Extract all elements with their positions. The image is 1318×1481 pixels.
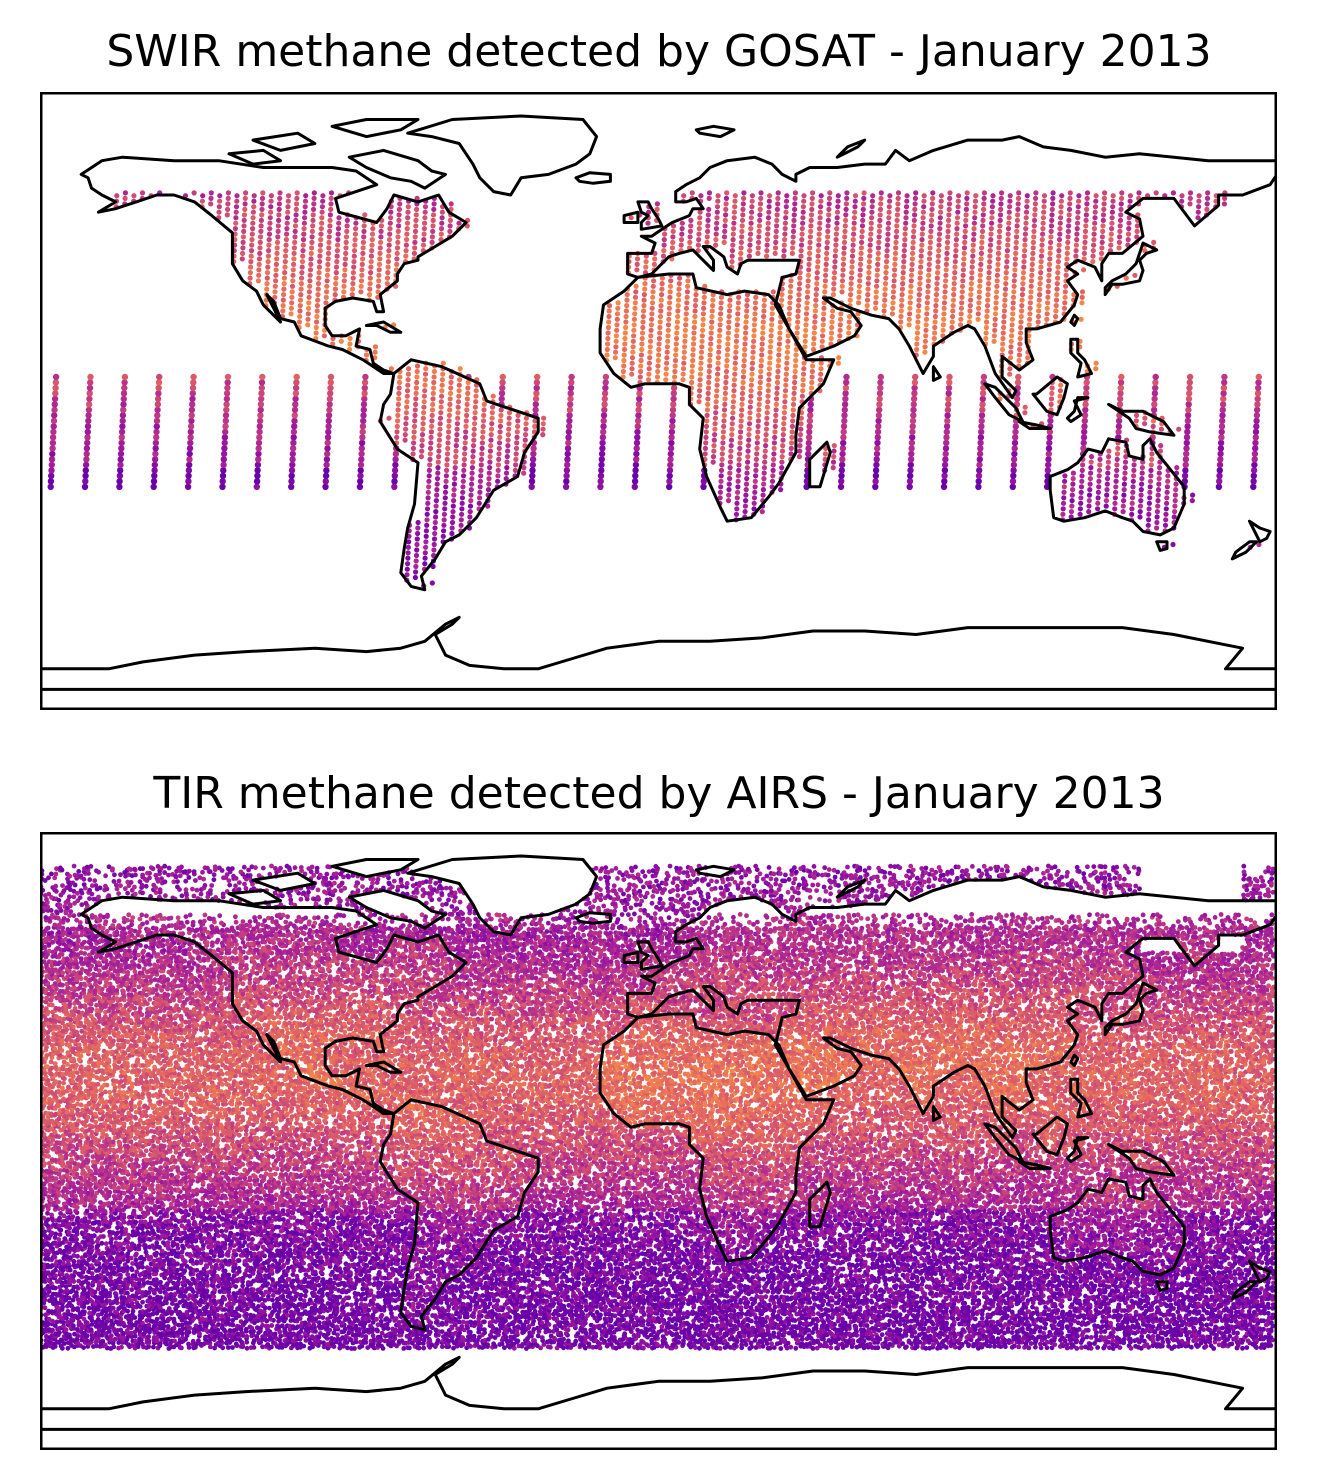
coastline-path [931,365,942,382]
coastline-path [1069,313,1080,327]
coastlines [40,114,1277,691]
coastline-path [1248,1259,1272,1284]
coastline-path [1103,981,1159,1037]
coastlines [40,854,1277,1431]
coastline-path [1107,1142,1176,1177]
coastline-path [598,272,836,523]
coastline-path [364,320,403,334]
coastline-path [636,940,664,971]
coastline-path [227,888,282,906]
coastline-path [347,888,447,930]
coastline-path [1065,396,1090,424]
coastline-path [1069,1053,1080,1067]
coastline-path [1065,1136,1090,1164]
coastline-path [1107,402,1176,437]
panel-title-swir: SWIR methane detected by GOSAT - January… [0,30,1318,74]
coastline-path [40,1355,1277,1431]
coastline-path [1017,1160,1052,1170]
coastline-path [574,171,612,185]
coastline-path [626,135,1277,400]
coastline-path [622,210,640,224]
coastline-path [364,1060,403,1074]
map-panel-swir [40,92,1277,710]
coastline-path [1230,1280,1258,1301]
coastline-path [406,854,599,937]
methane-observations [40,863,1276,1351]
coastline-path [808,440,832,489]
coastline-path [227,148,282,166]
coastline-path [622,950,640,964]
coastline-path [1248,519,1272,544]
methane-observations [47,190,1263,589]
coastline-path [636,200,664,231]
coastline-path [626,875,1277,1140]
panel-title-tir: TIR methane detected by AIRS - January 2… [0,772,1318,816]
coastline-path [808,1180,832,1229]
coastline-path [79,895,468,1115]
coastline-path [1048,437,1186,537]
coastline-path [835,138,867,159]
coastline-path [1155,1280,1169,1292]
coastline-path [79,155,468,375]
coastline-path [330,118,420,139]
coastline-path [1048,1177,1186,1277]
coastline-path [378,358,540,592]
coastline-path [378,1098,540,1332]
coastline-path [931,1105,942,1122]
coastline-path [406,114,599,197]
map-frame [40,832,1277,1450]
coastline-path [1103,241,1159,297]
coastline-path [694,124,736,139]
coastline-path [835,878,867,899]
coastline-path [694,864,736,879]
coastline-path [1017,420,1052,430]
coastline-path [251,131,317,152]
coastline-path [598,1012,836,1263]
coastline-path [1230,540,1258,561]
coastline-path [347,148,447,190]
coastline-path [574,911,612,925]
map-frame [40,92,1277,710]
coastline-path [1069,337,1093,379]
coastline-path [251,871,317,892]
coastline-path [1069,1077,1093,1119]
coastline-path [40,615,1277,691]
coastline-path [330,858,420,879]
coastline-path [1031,1115,1069,1157]
coastline-path [1031,375,1069,417]
map-panel-tir [40,832,1277,1450]
coastline-path [1155,540,1169,552]
